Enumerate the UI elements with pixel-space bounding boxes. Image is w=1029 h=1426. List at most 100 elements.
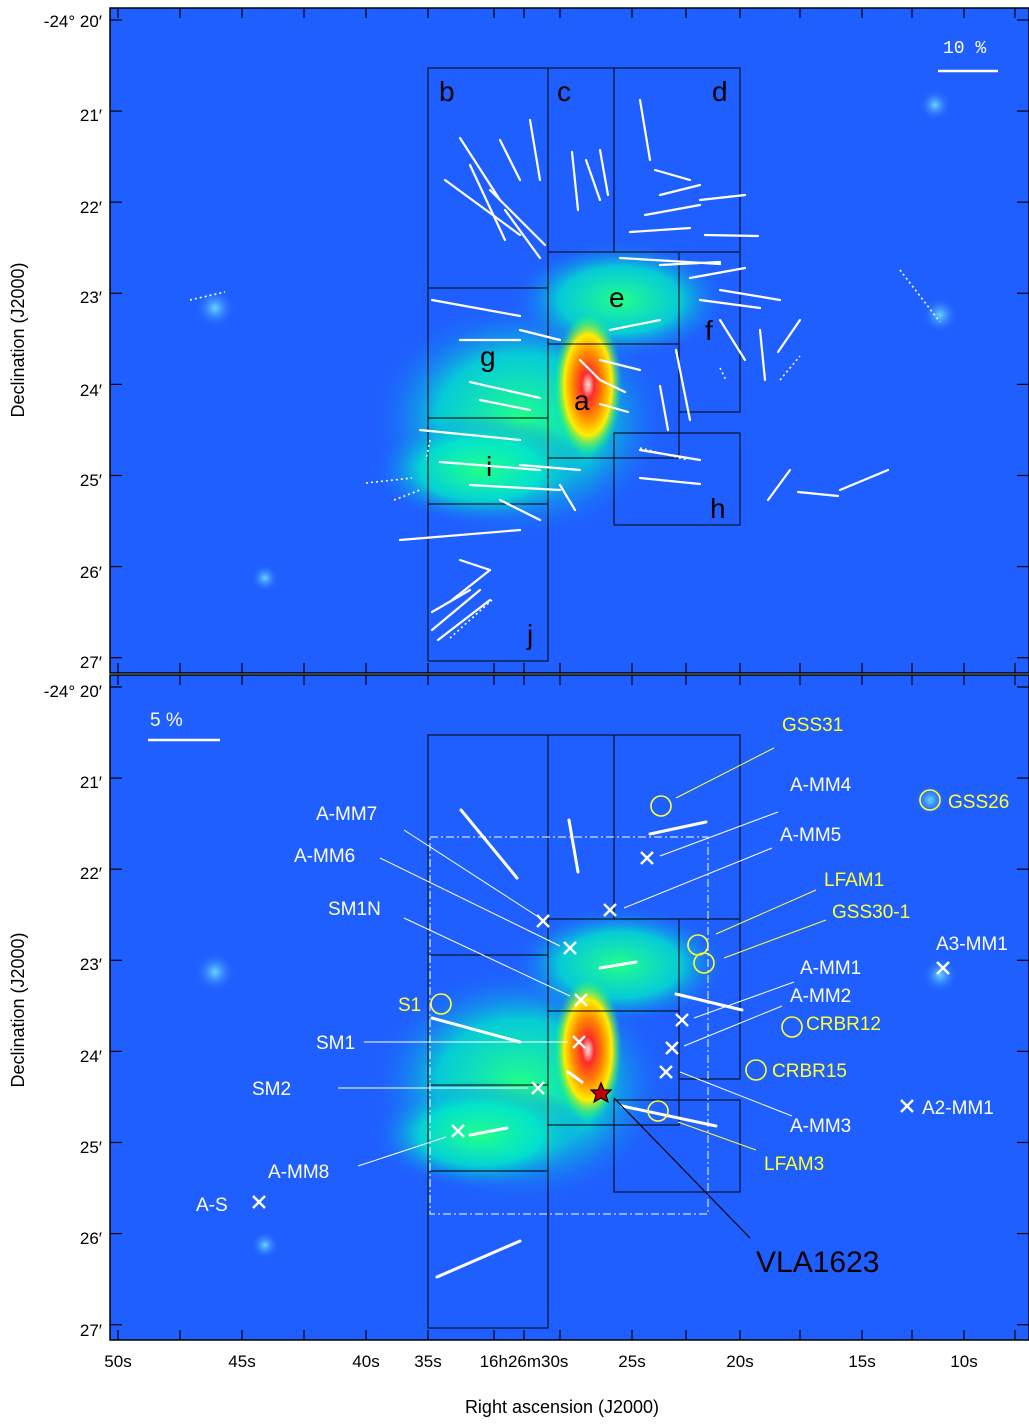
label-gss31: GSS31 <box>782 715 843 736</box>
top-blob-east <box>922 297 958 333</box>
cross-a-mm4 <box>640 851 654 865</box>
cross-sm1n <box>574 993 588 1007</box>
arrow-a-mm6 <box>379 857 561 947</box>
label-a-mm8: A-MM8 <box>268 1162 329 1183</box>
label-a-mm3: A-MM3 <box>790 1116 851 1137</box>
arrow-a-mm8 <box>357 1136 447 1167</box>
top-vector <box>468 483 562 492</box>
top-vector <box>418 428 522 442</box>
arrow-vla1623 <box>613 1097 751 1239</box>
label-lfam3: LFAM3 <box>764 1154 824 1175</box>
top-vector <box>528 118 542 182</box>
circle-gss26 <box>919 789 941 811</box>
label-crbr15: CRBR15 <box>772 1061 847 1082</box>
x-tick-10s: 10s <box>950 1352 977 1371</box>
top-polarization-vectors-low <box>189 269 941 639</box>
top-y-tick-25: 25′ <box>80 471 102 490</box>
top-vector <box>443 178 522 237</box>
bottom-vector <box>435 1239 522 1279</box>
region-label-e: e <box>609 282 625 313</box>
label-gss26: GSS26 <box>948 792 1009 813</box>
top-vector <box>638 476 702 486</box>
top-vector <box>643 203 702 217</box>
bottom-box-f <box>678 918 741 1080</box>
axis-ticks <box>110 8 1029 1340</box>
top-vector <box>498 498 542 522</box>
label-a-mm7: A-MM7 <box>316 804 377 825</box>
top-y-tick-26: 26′ <box>80 563 102 582</box>
top-vector <box>430 298 522 318</box>
bottom-y-tick-22: 22′ <box>80 864 102 883</box>
bottom-box-h <box>613 1099 741 1193</box>
bottom-blob-west <box>195 952 235 992</box>
bottom-y-tick-26: 26′ <box>80 1229 102 1248</box>
circle-gss31 <box>650 795 672 817</box>
arrow-a-mm5 <box>623 847 773 909</box>
top-vector <box>468 163 507 242</box>
top-vector-low <box>425 439 431 461</box>
cross-a-mm1 <box>675 1013 689 1027</box>
y-axis-title-top: Declination (J2000) <box>8 262 28 417</box>
x-tick-25s: 25s <box>618 1352 645 1371</box>
top-vector <box>458 558 492 572</box>
x-tick-45s: 45s <box>228 1352 255 1371</box>
bottom-y-tick-24: 24′ <box>80 1047 102 1066</box>
bottom-vector <box>620 1104 718 1128</box>
circle-lfam3 <box>647 1100 669 1122</box>
top-vector <box>718 288 782 302</box>
top-vector <box>698 193 747 202</box>
top-vector <box>703 233 760 238</box>
bottom-panel: A-MM7 A-MM6 SM1N SM1 SM2 A-MM8 A-S A-MM4… <box>110 675 1029 1340</box>
bottom-vector <box>468 1126 509 1137</box>
box-j <box>427 503 549 662</box>
top-vector <box>468 380 542 400</box>
top-vector <box>638 98 652 162</box>
top-vector <box>518 328 562 342</box>
bottom-y-tick-23: 23′ <box>80 955 102 974</box>
top-vector <box>718 318 747 362</box>
arrow-gss30-1 <box>723 919 827 959</box>
top-vector <box>796 490 840 498</box>
region-label-f: f <box>705 315 713 346</box>
label-a-mm1: A-MM1 <box>800 958 861 979</box>
top-polarization-vectors <box>398 98 890 642</box>
top-vector <box>598 148 610 197</box>
top-vector <box>398 528 522 542</box>
bottom-vector <box>459 808 519 880</box>
circle-s1 <box>430 993 452 1015</box>
cross-a3-mm1 <box>936 961 950 975</box>
label-sm1n: SM1N <box>328 899 381 920</box>
cross-a-mm2 <box>665 1041 679 1055</box>
label-sm1: SM1 <box>316 1033 355 1054</box>
bottom-blob-sw <box>251 1231 279 1259</box>
bottom-source-circles <box>430 789 941 1122</box>
top-vector <box>628 226 692 234</box>
top-vector <box>478 398 532 412</box>
bottom-emission-core <box>554 978 622 1122</box>
circle-crbr12 <box>781 1016 803 1038</box>
label-s1: S1 <box>398 995 421 1016</box>
top-vector <box>518 463 582 472</box>
top-vector <box>458 136 502 202</box>
circle-crbr15 <box>745 1059 767 1081</box>
top-vector <box>766 468 792 502</box>
top-vector <box>498 138 522 182</box>
region-label-a: a <box>574 385 590 416</box>
label-a-mm2: A-MM2 <box>790 986 851 1007</box>
x-tick-20s: 20s <box>726 1352 753 1371</box>
bottom-vector <box>648 820 708 836</box>
bottom-y-tick-27: 27′ <box>80 1321 102 1340</box>
top-vector <box>450 568 492 602</box>
x-tick-30s: 16h26m30s <box>480 1352 569 1371</box>
bottom-y-tick-21: 21′ <box>80 773 102 792</box>
x-tick-35s: 35s <box>414 1352 441 1371</box>
region-label-d: d <box>712 76 728 107</box>
x-axis-title: Right ascension (J2000) <box>465 1397 659 1417</box>
top-vector <box>584 158 602 202</box>
cross-a-mm8 <box>451 1124 465 1138</box>
top-vector <box>688 266 747 280</box>
x-tick-40s: 40s <box>352 1352 379 1371</box>
label-gss30-1: GSS30-1 <box>832 902 910 923</box>
bottom-blob-east <box>922 957 958 993</box>
label-a-mm6: A-MM6 <box>294 846 355 867</box>
